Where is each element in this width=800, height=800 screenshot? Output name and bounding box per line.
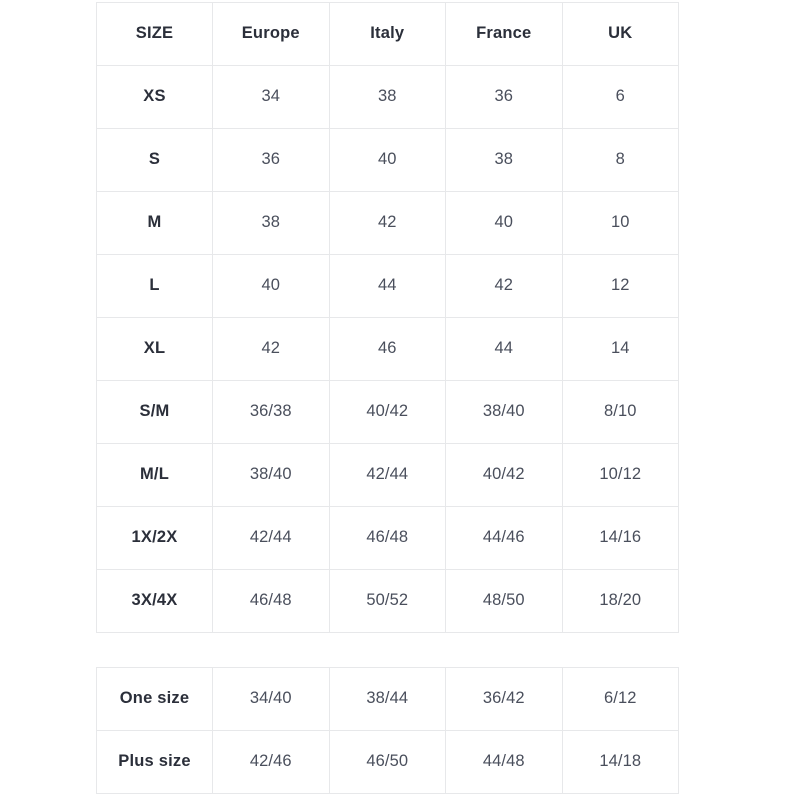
europe-value-cell: 42: [212, 317, 330, 381]
france-value-cell: 44: [445, 317, 563, 381]
size-label-cell: Plus size: [96, 730, 213, 794]
europe-value-cell: 42/44: [212, 506, 330, 570]
europe-value-cell: 34/40: [212, 667, 330, 731]
italy-value-cell: 46/48: [328, 506, 446, 570]
uk-value-cell: 18/20: [561, 569, 679, 633]
table-row: One size 34/40 38/44 36/42 6/12: [96, 667, 679, 731]
table-row: XS 34 38 36 6: [96, 65, 679, 129]
europe-value-cell: 42/46: [212, 730, 330, 794]
uk-value-cell: 10: [561, 191, 679, 255]
italy-value-cell: 38: [328, 65, 446, 129]
column-header-size: SIZE: [96, 2, 213, 66]
uk-value-cell: 14: [561, 317, 679, 381]
size-label-cell: M: [96, 191, 213, 255]
column-header-europe: Europe: [212, 2, 330, 66]
universal-size-table: One size 34/40 38/44 36/42 6/12 Plus siz…: [96, 667, 679, 794]
uk-value-cell: 8: [561, 128, 679, 192]
table-row: Plus size 42/46 46/50 44/48 14/18: [96, 730, 679, 794]
france-value-cell: 48/50: [445, 569, 563, 633]
france-value-cell: 38/40: [445, 380, 563, 444]
table-row: M/L 38/40 42/44 40/42 10/12: [96, 443, 679, 507]
france-value-cell: 40/42: [445, 443, 563, 507]
size-label-cell: XS: [96, 65, 213, 129]
uk-value-cell: 14/18: [561, 730, 679, 794]
table-row: S/M 36/38 40/42 38/40 8/10: [96, 380, 679, 444]
europe-value-cell: 36: [212, 128, 330, 192]
size-label-cell: 1X/2X: [96, 506, 213, 570]
column-header-italy: Italy: [328, 2, 446, 66]
size-label-cell: S: [96, 128, 213, 192]
europe-value-cell: 46/48: [212, 569, 330, 633]
italy-value-cell: 50/52: [328, 569, 446, 633]
table-row: 3X/4X 46/48 50/52 48/50 18/20: [96, 569, 679, 633]
italy-value-cell: 42: [328, 191, 446, 255]
table-row: 1X/2X 42/44 46/48 44/46 14/16: [96, 506, 679, 570]
uk-value-cell: 6/12: [561, 667, 679, 731]
italy-value-cell: 42/44: [328, 443, 446, 507]
europe-value-cell: 38: [212, 191, 330, 255]
table-row: XL 42 46 44 14: [96, 317, 679, 381]
france-value-cell: 42: [445, 254, 563, 318]
uk-value-cell: 6: [561, 65, 679, 129]
standard-size-table: SIZE Europe Italy France UK XS 34 38 36 …: [96, 2, 679, 633]
size-label-cell: 3X/4X: [96, 569, 213, 633]
uk-value-cell: 12: [561, 254, 679, 318]
france-value-cell: 36: [445, 65, 563, 129]
italy-value-cell: 46/50: [328, 730, 446, 794]
france-value-cell: 44/48: [445, 730, 563, 794]
europe-value-cell: 34: [212, 65, 330, 129]
table-header: SIZE Europe Italy France UK: [96, 2, 679, 66]
table-row: S 36 40 38 8: [96, 128, 679, 192]
column-header-uk: UK: [561, 2, 679, 66]
uk-value-cell: 10/12: [561, 443, 679, 507]
table-row: M 38 42 40 10: [96, 191, 679, 255]
size-label-cell: S/M: [96, 380, 213, 444]
europe-value-cell: 40: [212, 254, 330, 318]
france-value-cell: 38: [445, 128, 563, 192]
uk-value-cell: 14/16: [561, 506, 679, 570]
size-label-cell: L: [96, 254, 213, 318]
france-value-cell: 40: [445, 191, 563, 255]
size-label-cell: XL: [96, 317, 213, 381]
france-value-cell: 44/46: [445, 506, 563, 570]
italy-value-cell: 44: [328, 254, 446, 318]
universal-size-table-body: One size 34/40 38/44 36/42 6/12 Plus siz…: [96, 667, 679, 794]
italy-value-cell: 38/44: [328, 667, 446, 731]
italy-value-cell: 46: [328, 317, 446, 381]
italy-value-cell: 40: [328, 128, 446, 192]
europe-value-cell: 38/40: [212, 443, 330, 507]
uk-value-cell: 8/10: [561, 380, 679, 444]
italy-value-cell: 40/42: [328, 380, 446, 444]
table-row: L 40 44 42 12: [96, 254, 679, 318]
size-label-cell: M/L: [96, 443, 213, 507]
europe-value-cell: 36/38: [212, 380, 330, 444]
table-header-row: SIZE Europe Italy France UK: [96, 2, 679, 66]
standard-size-table-body: XS 34 38 36 6 S 36 40 38 8 M 38 42 40 10: [96, 65, 679, 633]
size-label-cell: One size: [96, 667, 213, 731]
column-header-france: France: [445, 2, 563, 66]
france-value-cell: 36/42: [445, 667, 563, 731]
